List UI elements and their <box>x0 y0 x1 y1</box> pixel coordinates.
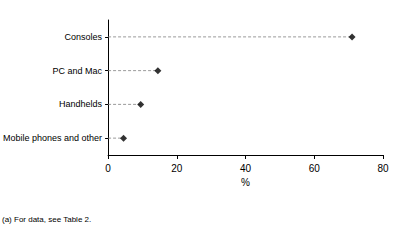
svg-text:Mobile phones and other: Mobile phones and other <box>3 133 102 143</box>
svg-text:60: 60 <box>309 163 321 174</box>
svg-text:%: % <box>241 177 250 188</box>
svg-text:20: 20 <box>171 163 183 174</box>
svg-text:Consoles: Consoles <box>65 32 103 42</box>
svg-text:0: 0 <box>105 163 111 174</box>
svg-text:80: 80 <box>377 163 389 174</box>
svg-text:PC and Mac: PC and Mac <box>53 66 103 76</box>
svg-text:Handhelds: Handhelds <box>59 99 103 109</box>
svg-text:(a) For data, see Table 2.: (a) For data, see Table 2. <box>2 215 91 224</box>
svg-text:40: 40 <box>240 163 252 174</box>
